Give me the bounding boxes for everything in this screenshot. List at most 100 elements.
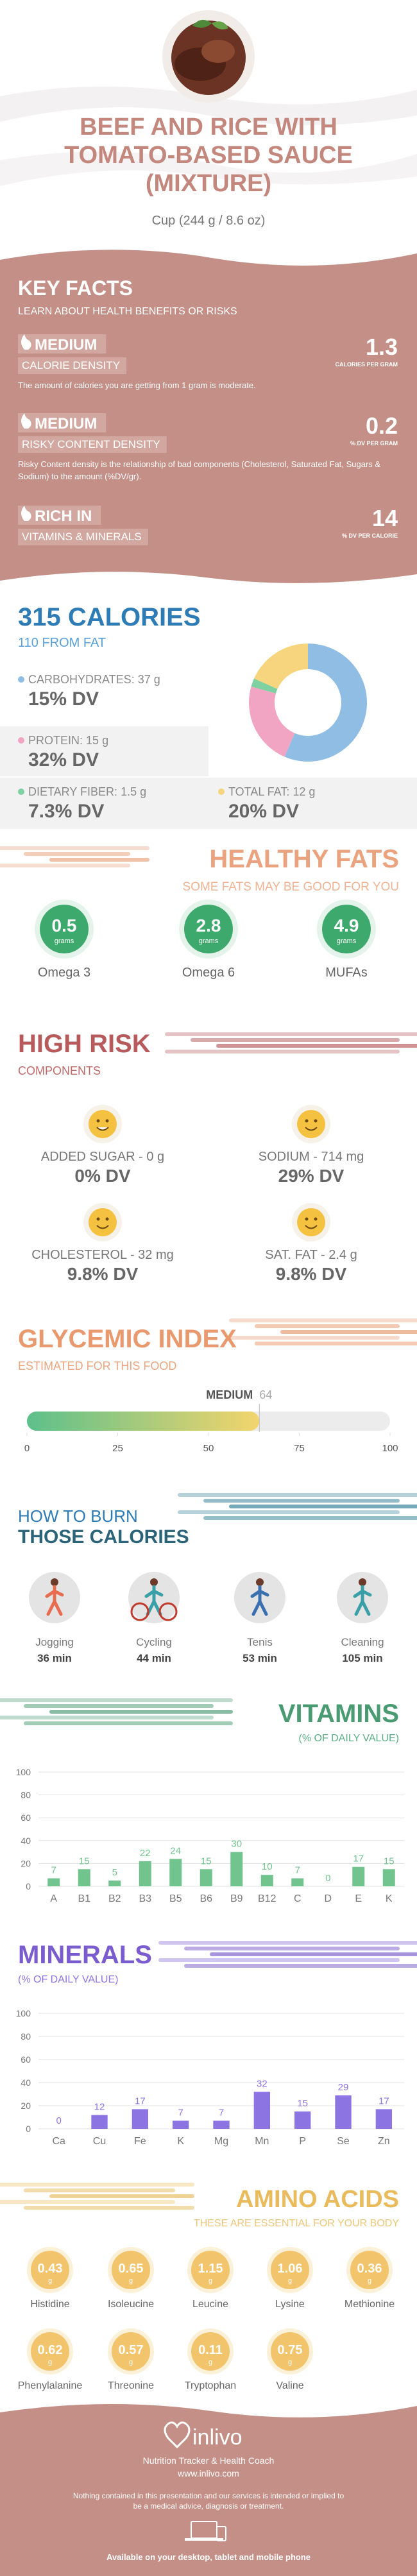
activity-name: Jogging: [35, 1636, 74, 1648]
url: www.inlivo.com: [177, 2468, 239, 2478]
bar: [294, 2111, 311, 2129]
amino-name: Lysine: [275, 2299, 305, 2310]
x-tick-label: A: [50, 1893, 57, 1904]
availability: Available on your desktop, tablet and mo…: [106, 2552, 311, 2562]
x-tick-label: Fe: [134, 2136, 146, 2147]
face: [89, 1110, 117, 1138]
bar: [230, 1852, 243, 1886]
fact-level-box: [18, 334, 106, 354]
x-tick-label: B9: [230, 1893, 243, 1904]
gi-tick-label: 100: [382, 1443, 398, 1454]
activity-time: 105 min: [342, 1652, 382, 1664]
activity-time: 36 min: [37, 1652, 72, 1664]
activity-body: [45, 1585, 64, 1616]
value-label: 32: [257, 2078, 268, 2089]
fact-level: MEDIUM: [35, 336, 97, 354]
fat-name: MUFAs: [325, 966, 368, 980]
fact-unit: CALORIES PER GRAM: [335, 361, 398, 368]
amino-unit: g: [48, 2277, 52, 2285]
amino-name: Phenylalanine: [18, 2380, 83, 2391]
section-title: AMINO ACIDS: [236, 2186, 399, 2213]
fact-unit: % DV PER GRAM: [350, 440, 398, 447]
nutrient-name: PROTEIN:: [28, 734, 83, 747]
x-tick-label: B12: [258, 1893, 277, 1904]
bar: [260, 1875, 273, 1886]
risk-name: SODIUM - 714 mg: [259, 1150, 364, 1164]
food-image: [212, 21, 228, 30]
activity-body: [353, 1585, 372, 1616]
nutrient-unit: g: [309, 785, 315, 798]
face-eye: [305, 1119, 309, 1123]
nutrient-amount: 1.5: [121, 785, 137, 798]
fact-level: RICH IN: [35, 508, 92, 525]
x-tick-label: Mn: [255, 2136, 269, 2147]
nutrient-amount: 37: [138, 673, 151, 686]
bike-wheel: [130, 1602, 149, 1621]
y-tick-label: 40: [21, 2077, 31, 2088]
x-tick-label: B5: [169, 1893, 182, 1904]
amino-name: Tryptophan: [185, 2380, 236, 2391]
section-title: MINERALS: [18, 1941, 152, 1969]
fact-level: MEDIUM: [35, 415, 97, 432]
face: [89, 1208, 117, 1236]
risk-name: SAT. FAT - 2.4 g: [265, 1248, 357, 1262]
y-tick-label: 40: [21, 1836, 31, 1846]
value-label: 7: [178, 2107, 183, 2118]
donut-slice: [249, 686, 295, 757]
value-label: 17: [353, 1854, 364, 1864]
amino-circle: [112, 2251, 150, 2289]
brand-logo: [164, 2421, 191, 2449]
risk-dv: 0% DV: [74, 1166, 130, 1186]
face-eye: [105, 1119, 109, 1123]
activity-name: Cleaning: [341, 1636, 384, 1648]
fact-name-box: [18, 529, 148, 545]
food-image: [192, 19, 212, 28]
activity-time: 44 min: [137, 1652, 171, 1664]
x-tick-label: Cu: [93, 2136, 106, 2147]
y-tick-label: 20: [21, 1858, 31, 1868]
y-tick-label: 80: [21, 2031, 31, 2042]
fat-circle: [40, 905, 89, 953]
bar: [139, 1861, 151, 1886]
x-tick-label: Se: [337, 2136, 350, 2147]
section-title: GLYCEMIC INDEX: [18, 1325, 237, 1353]
value-label: 15: [384, 1855, 395, 1866]
value-label: 22: [140, 1848, 151, 1859]
nutrient-label: DIETARY FIBER: 1.5 g: [28, 785, 146, 798]
face-mouth: [96, 1225, 109, 1229]
value-label: 7: [295, 1865, 300, 1876]
section-subtitle: COMPONENTS: [18, 1064, 101, 1077]
y-tick-label: 80: [21, 1790, 31, 1800]
amino-name: Histidine: [30, 2299, 69, 2310]
amino-value: 0.11: [198, 2343, 223, 2357]
amino-name: Isoleucine: [108, 2299, 154, 2310]
value-label: 29: [338, 2082, 349, 2093]
value-label: 30: [231, 1839, 242, 1850]
amino-unit: g: [129, 2277, 133, 2285]
value-label: 17: [379, 2095, 389, 2106]
donut-slice: [253, 644, 308, 689]
fat-circle: [322, 905, 371, 953]
face-eye: [314, 1217, 318, 1221]
row-band: [0, 778, 417, 829]
footer-background: [0, 2403, 417, 2576]
face: [297, 1208, 325, 1236]
activity-head: [359, 1578, 366, 1586]
risk-dv: 29% DV: [278, 1166, 345, 1186]
value-label: 5: [112, 1867, 117, 1878]
disclaimer: Nothing contained in this presentation a…: [72, 2491, 345, 2511]
nutrient-label: TOTAL FAT: 12 g: [228, 785, 315, 798]
fat-name: Omega 3: [38, 966, 90, 980]
value-label: 15: [201, 1855, 212, 1866]
x-tick-label: K: [386, 1893, 393, 1904]
amino-value: 0.57: [119, 2343, 144, 2357]
face-mouth: [96, 1127, 109, 1131]
x-tick-label: Mg: [214, 2136, 228, 2147]
x-tick-label: B3: [139, 1893, 151, 1904]
nutrient-dv: 32% DV: [28, 749, 99, 771]
row-band: [0, 726, 208, 776]
amino-circle: [112, 2332, 150, 2371]
amino-value: 0.65: [119, 2262, 144, 2276]
fact-level-box: [18, 506, 101, 525]
